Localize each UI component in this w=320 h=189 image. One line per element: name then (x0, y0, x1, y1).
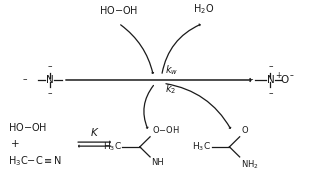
Text: +: + (11, 139, 20, 149)
Text: N: N (267, 75, 274, 85)
Text: –: – (23, 75, 28, 84)
Text: –: – (47, 62, 52, 71)
Text: –: – (268, 62, 273, 71)
Text: O: O (281, 75, 289, 85)
Text: O: O (241, 126, 248, 135)
Text: NH: NH (151, 158, 164, 167)
Text: O$-$OH: O$-$OH (152, 124, 180, 135)
Text: $K$: $K$ (90, 126, 99, 138)
Text: H$_3$C: H$_3$C (192, 141, 211, 153)
Text: $k_w$: $k_w$ (165, 63, 178, 77)
Text: –: – (47, 89, 52, 98)
Text: $k_2$: $k_2$ (165, 82, 176, 96)
Text: HO$-$OH: HO$-$OH (8, 121, 47, 133)
Text: –: – (249, 75, 253, 84)
Text: HO$-$OH: HO$-$OH (99, 4, 138, 16)
Text: H$_3$C: H$_3$C (103, 141, 122, 153)
Text: H$_3$C$-$C$\equiv$N: H$_3$C$-$C$\equiv$N (8, 154, 62, 167)
Text: –: – (290, 71, 294, 81)
Text: –: – (268, 89, 273, 98)
Text: +: + (276, 71, 282, 81)
Text: H$_2$O: H$_2$O (193, 2, 214, 16)
Text: NH$_2$: NH$_2$ (241, 158, 258, 171)
Text: N: N (46, 75, 53, 85)
